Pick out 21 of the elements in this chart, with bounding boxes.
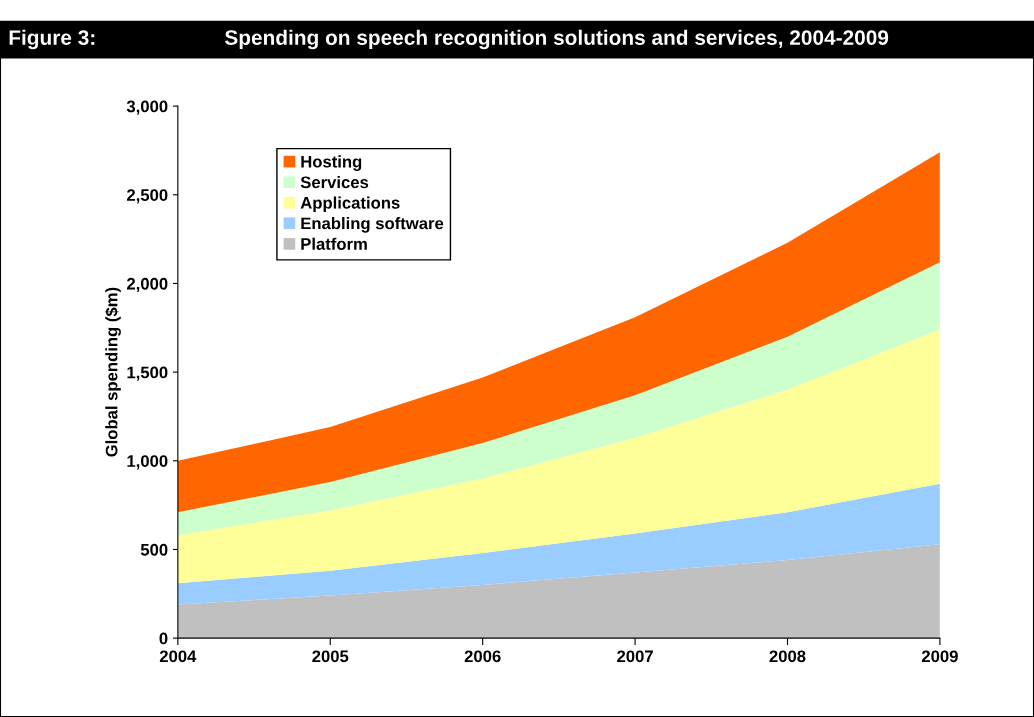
x-tick-label: 2008 <box>769 650 806 663</box>
legend-label: Enabling software <box>301 217 444 233</box>
legend-label: Hosting <box>301 155 362 171</box>
legend-label: Applications <box>300 196 400 213</box>
x-tick-label: 2007 <box>617 650 653 663</box>
legend-label: Services <box>300 175 369 189</box>
legend-label: Platform <box>301 237 367 250</box>
y-tick-label: 500 <box>140 543 168 556</box>
y-tick-label: 2,500 <box>127 189 168 204</box>
chart-title: Spending on speech recognition solutions and services, 2004-2009 <box>224 29 889 50</box>
x-tick-label: 2006 <box>464 650 501 663</box>
y-tick-label: 2,000 <box>127 277 168 293</box>
x-tick-label: 2005 <box>312 650 349 663</box>
y-tick-label: 3,000 <box>126 100 168 115</box>
y-tick-label: 1,000 <box>127 455 168 470</box>
caption: Figure 3: <box>9 29 95 50</box>
x-tick-label: 2004 <box>159 650 197 663</box>
y-tick-label: 0 <box>159 632 168 645</box>
y-axis-title: Global spending ($m) <box>104 287 121 457</box>
y-tick-label: 1,500 <box>127 366 168 381</box>
x-tick-label: 2009 <box>921 650 958 663</box>
